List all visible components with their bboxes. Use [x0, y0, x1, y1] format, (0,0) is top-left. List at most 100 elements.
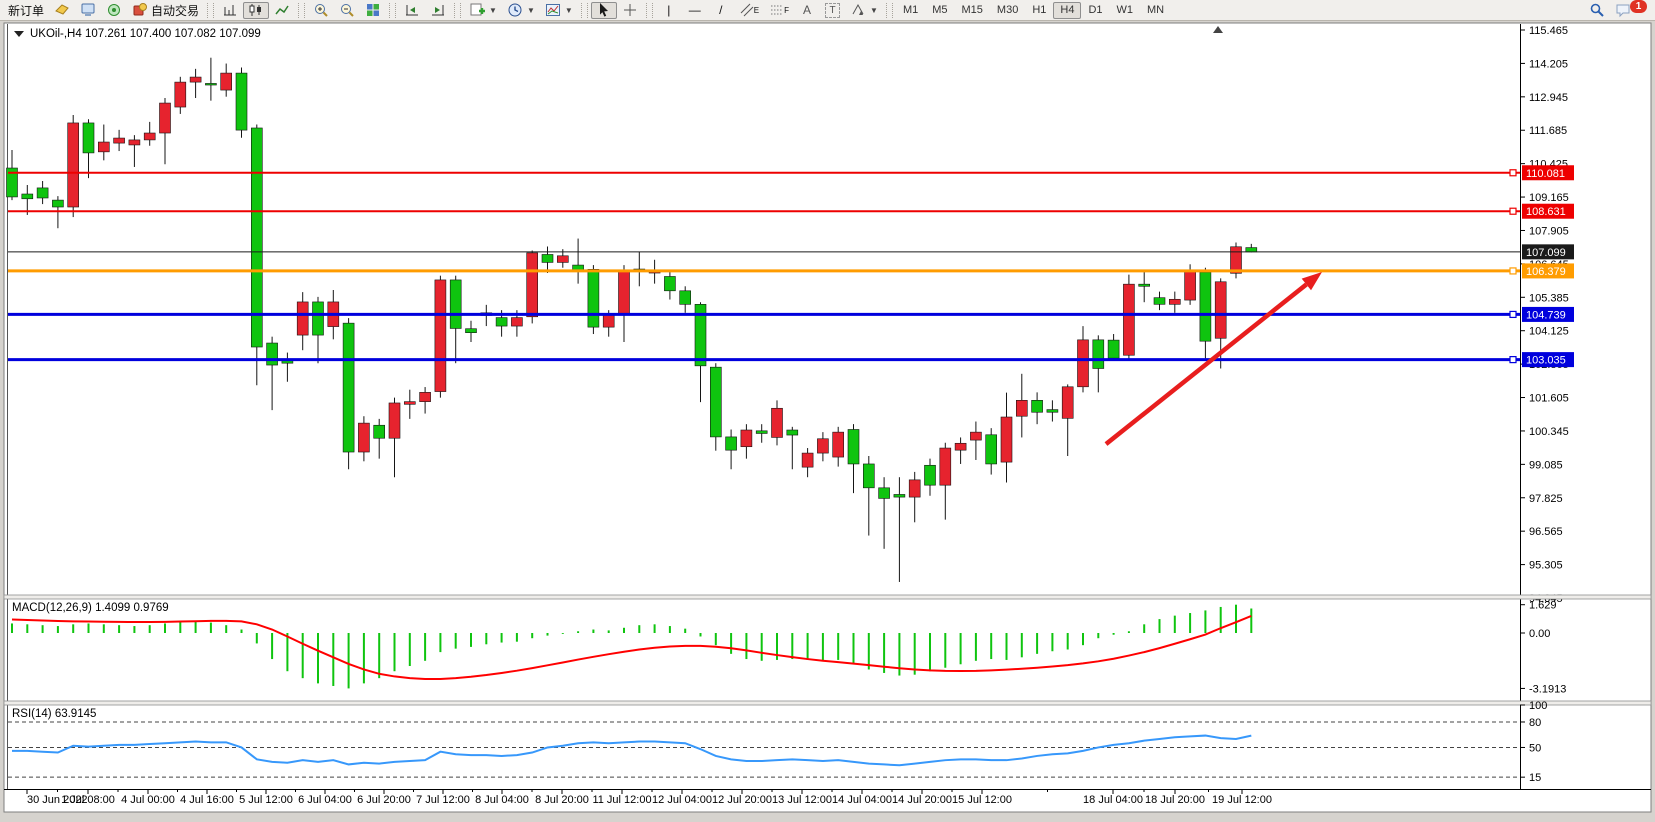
svg-text:14 Jul 04:00: 14 Jul 04:00 [832, 794, 892, 806]
toolbar-grip [298, 2, 306, 18]
auto-scroll-icon[interactable] [425, 2, 451, 19]
cursor-tool[interactable] [590, 1, 617, 19]
svg-text:97.825: 97.825 [1529, 493, 1563, 505]
shapes-tool[interactable]: ▼ [845, 2, 883, 19]
chart-area[interactable]: 115.465 114.205 112.945 111.685 110.425 109.1… [0, 22, 1655, 817]
svg-text:109.165: 109.165 [1529, 192, 1569, 204]
templates-button[interactable]: ▼ [540, 2, 578, 19]
line-chart-icon[interactable] [269, 2, 295, 19]
svg-text:15 Jul 12:00: 15 Jul 12:00 [952, 794, 1012, 806]
new-order-button[interactable]: 新订单 [8, 3, 45, 18]
text-tool[interactable]: A [803, 3, 812, 17]
svg-text:15: 15 [1529, 772, 1541, 784]
svg-text:30 Jun 2022: 30 Jun 2022 [27, 794, 88, 806]
timeframe-m1[interactable]: M1 [902, 4, 919, 16]
chevron-down-icon: ▼ [564, 5, 573, 15]
fibonacci-tool[interactable]: F [764, 2, 794, 19]
timeframe-m15[interactable]: M15 [961, 4, 983, 16]
channel-tag: E [753, 5, 760, 15]
svg-text:4 Jul 00:00: 4 Jul 00:00 [121, 794, 175, 806]
svg-text:107.905: 107.905 [1529, 225, 1569, 237]
svg-text:19 Jul 12:00: 19 Jul 12:00 [1212, 794, 1272, 806]
auto-trading-button[interactable]: 自动交易 [127, 2, 204, 19]
svg-text:104.739: 104.739 [1526, 309, 1566, 321]
svg-text:99.085: 99.085 [1529, 459, 1563, 471]
timeframe-m5[interactable]: M5 [932, 4, 948, 16]
timeframe-h4[interactable]: H4 [1053, 1, 1082, 19]
svg-text:104.125: 104.125 [1529, 326, 1569, 338]
svg-text:95.305: 95.305 [1529, 560, 1563, 572]
svg-text:112.945: 112.945 [1529, 92, 1568, 104]
svg-text:101.605: 101.605 [1529, 393, 1569, 405]
svg-text:11 Jul 12:00: 11 Jul 12:00 [592, 794, 651, 806]
svg-text:106.379: 106.379 [1526, 266, 1566, 278]
svg-text:110.081: 110.081 [1526, 168, 1565, 180]
svg-text:13 Jul 12:00: 13 Jul 12:00 [772, 794, 832, 806]
fibonacci-tag: F [784, 5, 790, 15]
svg-text:107.099: 107.099 [1526, 247, 1566, 259]
horizontal-line-tool[interactable]: — [688, 3, 701, 17]
timeframe-mn[interactable]: MN [1147, 4, 1165, 16]
candlestick-chart-icon[interactable] [243, 1, 270, 19]
svg-text:1.629: 1.629 [1529, 600, 1557, 612]
svg-text:80: 80 [1529, 717, 1541, 729]
svg-text:5 Jul 12:00: 5 Jul 12:00 [239, 794, 293, 806]
text-label-tool[interactable]: T [820, 2, 845, 19]
svg-text:-3.1913: -3.1913 [1529, 683, 1566, 695]
chevron-down-icon: ▼ [526, 5, 535, 15]
svg-text:12 Jul 04:00: 12 Jul 04:00 [652, 794, 712, 806]
svg-text:103.035: 103.035 [1526, 355, 1566, 367]
chart-canvas[interactable]: 115.465114.205112.945111.685110.425109.1… [0, 22, 1655, 817]
svg-text:14 Jul 20:00: 14 Jul 20:00 [892, 794, 952, 806]
chart-shift-icon[interactable] [399, 2, 425, 19]
zoom-out-icon[interactable] [334, 2, 360, 19]
notifications-icon[interactable] [1610, 2, 1636, 19]
svg-text:18 Jul 20:00: 18 Jul 20:00 [1145, 794, 1205, 806]
chevron-down-icon: ▼ [870, 5, 878, 15]
svg-text:1 Jul 08:00: 1 Jul 08:00 [61, 794, 115, 806]
trendline-tool[interactable]: / [719, 3, 723, 17]
order-ticket-icon[interactable] [49, 2, 75, 19]
zoom-in-icon[interactable] [308, 2, 334, 19]
chevron-down-icon: ▼ [489, 5, 497, 15]
toolbar-grip [454, 2, 462, 18]
timeframe-m30[interactable]: M30 [996, 4, 1019, 16]
svg-text:8 Jul 04:00: 8 Jul 04:00 [475, 794, 529, 806]
terminal-icon[interactable] [75, 2, 101, 19]
new-chart-button[interactable]: ▼ [464, 2, 502, 19]
equidistant-channel-tool[interactable]: E [734, 2, 764, 19]
svg-text:111.685: 111.685 [1529, 125, 1567, 137]
svg-text:18 Jul 04:00: 18 Jul 04:00 [1083, 794, 1143, 806]
svg-text:100: 100 [1529, 700, 1547, 712]
auto-trading-label: 自动交易 [151, 3, 200, 18]
toolbar-grip [207, 2, 215, 18]
svg-text:115.465: 115.465 [1529, 25, 1568, 37]
svg-text:8 Jul 20:00: 8 Jul 20:00 [535, 794, 589, 806]
crosshair-tool[interactable] [617, 2, 643, 19]
notification-badge[interactable]: 1 [1630, 0, 1647, 13]
svg-text:0.00: 0.00 [1529, 628, 1550, 640]
signals-icon[interactable] [101, 2, 127, 19]
toolbar-grip [389, 2, 397, 18]
timeframe-w1[interactable]: W1 [1116, 4, 1134, 16]
periods-button[interactable]: ▼ [502, 2, 540, 19]
svg-text:108.631: 108.631 [1526, 206, 1566, 218]
svg-text:100.345: 100.345 [1529, 426, 1569, 438]
svg-text:6 Jul 20:00: 6 Jul 20:00 [357, 794, 411, 806]
search-icon[interactable] [1584, 2, 1610, 19]
toolbar-grip [580, 2, 588, 18]
svg-text:50: 50 [1529, 742, 1541, 754]
svg-text:6 Jul 04:00: 6 Jul 04:00 [298, 794, 352, 806]
timeframe-d1[interactable]: D1 [1088, 4, 1103, 16]
svg-text:114.205: 114.205 [1529, 58, 1568, 70]
vertical-line-tool[interactable]: | [667, 3, 671, 17]
toolbar-grip [885, 2, 893, 18]
svg-text:12 Jul 20:00: 12 Jul 20:00 [712, 794, 772, 806]
svg-text:105.385: 105.385 [1529, 292, 1569, 304]
svg-text:7 Jul 12:00: 7 Jul 12:00 [416, 794, 470, 806]
timeframe-h1[interactable]: H1 [1032, 4, 1047, 16]
svg-text:4 Jul 16:00: 4 Jul 16:00 [180, 794, 234, 806]
svg-text:UKOil-,H4 107.261 107.400 107: UKOil-,H4 107.261 107.400 107.082 107.09… [30, 28, 261, 40]
bar-chart-icon[interactable] [217, 2, 243, 19]
tile-windows-icon[interactable] [360, 2, 386, 19]
